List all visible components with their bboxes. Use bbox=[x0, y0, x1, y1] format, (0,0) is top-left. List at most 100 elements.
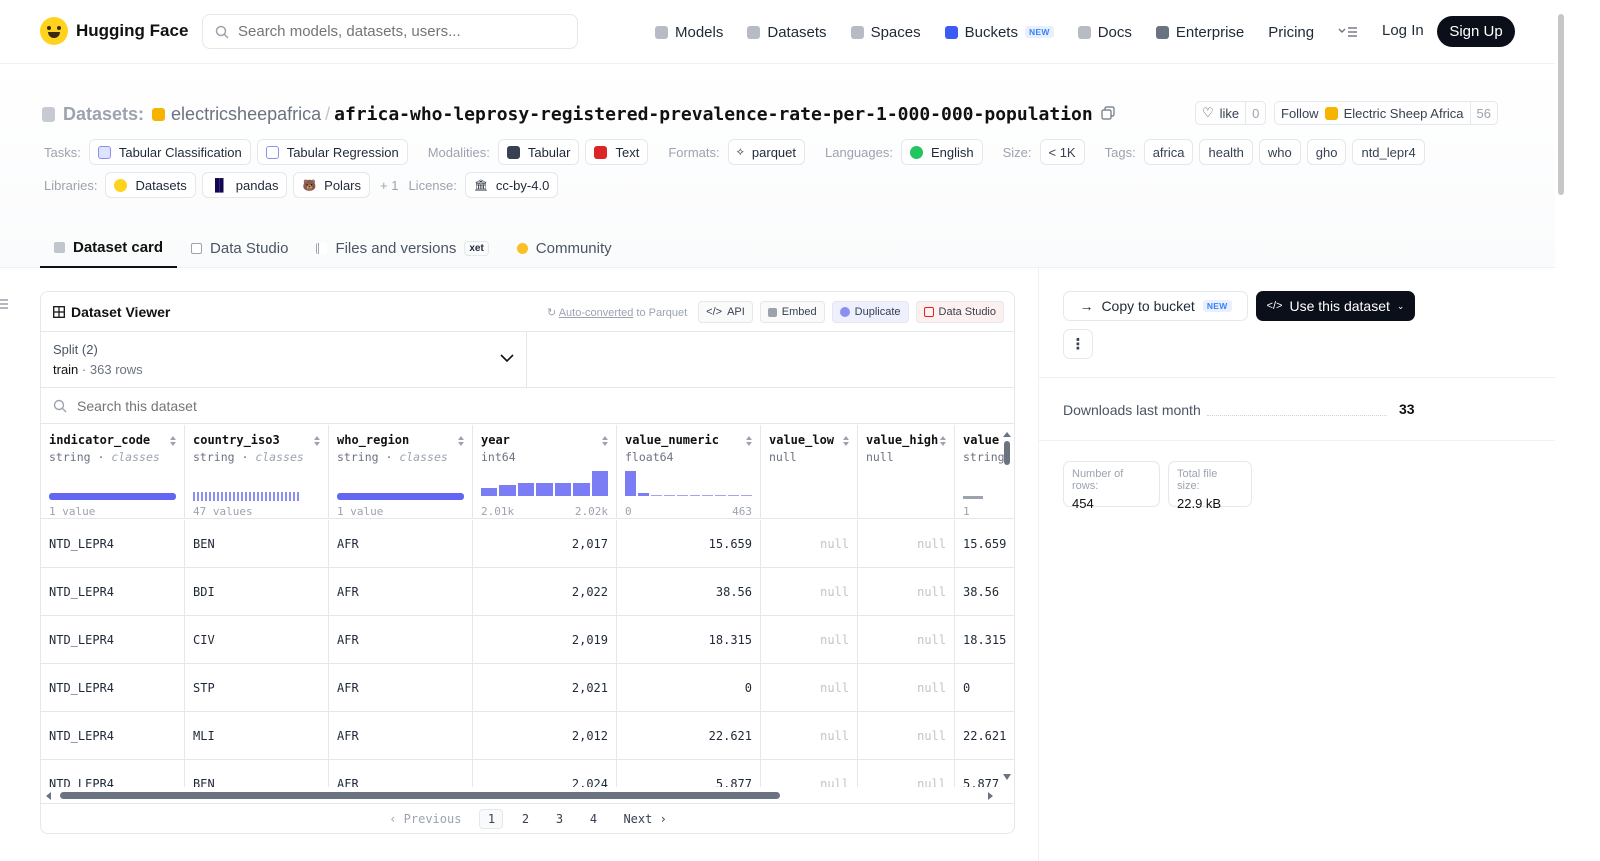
table-cell[interactable]: NTD_LEPR4 bbox=[41, 664, 185, 712]
follow-button[interactable]: Follow Electric Sheep Africa 56 bbox=[1274, 101, 1498, 125]
table-cell[interactable]: 2,019 bbox=[473, 616, 617, 664]
table-cell[interactable]: NTD_LEPR4 bbox=[41, 712, 185, 760]
table-cell[interactable]: 0 bbox=[617, 664, 761, 712]
nav-docs[interactable]: Docs bbox=[1077, 24, 1132, 41]
nav-pricing[interactable]: Pricing bbox=[1268, 24, 1314, 41]
libraries-more[interactable]: + 1 bbox=[380, 177, 399, 193]
dataset-search-input[interactable] bbox=[77, 397, 477, 414]
library-chip-datasets[interactable]: Datasets bbox=[105, 172, 196, 198]
sort-icon[interactable] bbox=[842, 435, 850, 447]
table-cell[interactable]: null bbox=[761, 520, 858, 568]
histogram-bar[interactable] bbox=[625, 471, 636, 496]
license-chip[interactable]: 🏛 cc-by-4.0 bbox=[464, 172, 559, 198]
histogram-bar[interactable] bbox=[728, 495, 740, 496]
histogram-bar[interactable] bbox=[499, 484, 516, 496]
sort-icon[interactable] bbox=[939, 435, 947, 447]
previous-page-button[interactable]: ‹ Previous bbox=[389, 811, 462, 826]
size-chip[interactable]: < 1K bbox=[1039, 139, 1085, 165]
histogram-bar[interactable] bbox=[481, 488, 498, 496]
table-cell[interactable]: 2,024 bbox=[473, 760, 617, 787]
column-header[interactable]: value_high null bbox=[858, 425, 955, 519]
histogram-bar[interactable] bbox=[573, 483, 590, 496]
table-row[interactable]: NTD_LEPR4 BEN AFR 2,017 15.659 null null 15.659 bbox=[41, 520, 1014, 568]
histogram-bar[interactable] bbox=[676, 495, 688, 496]
signup-button[interactable]: Sign Up bbox=[1437, 16, 1515, 47]
repo-owner-link[interactable]: electricsheepafrica bbox=[171, 103, 322, 124]
table-cell[interactable]: STP bbox=[185, 664, 329, 712]
data-studio-button[interactable]: Data Studio bbox=[915, 301, 1004, 323]
login-link[interactable]: Log In bbox=[1382, 22, 1424, 39]
embed-button[interactable]: Embed bbox=[759, 301, 825, 323]
page-2-button[interactable]: 2 bbox=[521, 811, 530, 826]
table-cell[interactable]: null bbox=[858, 712, 955, 760]
table-cell[interactable]: AFR bbox=[329, 760, 473, 787]
histogram-bar[interactable] bbox=[591, 471, 608, 496]
sort-icon[interactable] bbox=[457, 435, 465, 447]
next-page-button[interactable]: Next › bbox=[623, 811, 667, 826]
histogram-bar[interactable] bbox=[536, 483, 553, 496]
table-cell[interactable]: NTD_LEPR4 bbox=[41, 520, 185, 568]
histogram-bar[interactable] bbox=[663, 495, 675, 496]
table-cell[interactable]: 38.56 bbox=[955, 568, 1014, 616]
nav-buckets[interactable]: Buckets NEW bbox=[944, 24, 1054, 41]
split-selector[interactable]: Split (2) train · 363 rows bbox=[41, 332, 527, 387]
auto-converted-link[interactable]: Auto-converted bbox=[558, 306, 634, 319]
page-scrollbar-thumb[interactable] bbox=[1558, 14, 1564, 195]
table-cell[interactable]: 22.621 bbox=[955, 712, 1014, 760]
table-cell[interactable]: null bbox=[761, 616, 858, 664]
horizontal-scrollbar[interactable] bbox=[45, 788, 1000, 800]
table-cell[interactable]: BEN bbox=[185, 760, 329, 787]
sidebar-toggle-icon[interactable] bbox=[0, 297, 8, 313]
copy-icon[interactable] bbox=[1101, 105, 1115, 123]
table-cell[interactable]: 38.56 bbox=[617, 568, 761, 616]
brand-link[interactable]: Hugging Face bbox=[40, 17, 188, 45]
table-cell[interactable]: 2,021 bbox=[473, 664, 617, 712]
api-button[interactable]: </> API bbox=[698, 301, 753, 323]
column-header[interactable]: who_region string · classes 1 value bbox=[329, 425, 473, 519]
table-cell[interactable]: AFR bbox=[329, 664, 473, 712]
table-cell[interactable]: 18.315 bbox=[955, 616, 1014, 664]
table-cell[interactable]: AFR bbox=[329, 616, 473, 664]
language-chip-english[interactable]: English bbox=[900, 139, 983, 165]
task-chip-tabular-regression[interactable]: Tabular Regression bbox=[256, 139, 408, 165]
table-cell[interactable]: null bbox=[761, 712, 858, 760]
tab-community[interactable]: Community bbox=[503, 228, 626, 268]
table-cell[interactable]: 15.659 bbox=[955, 520, 1014, 568]
table-cell[interactable]: 15.659 bbox=[617, 520, 761, 568]
histogram-bar[interactable] bbox=[702, 495, 714, 496]
global-search-input[interactable] bbox=[238, 23, 558, 40]
sort-icon[interactable] bbox=[601, 435, 609, 447]
page-3-button[interactable]: 3 bbox=[555, 811, 564, 826]
histogram-bar[interactable] bbox=[715, 495, 727, 496]
more-menu-icon[interactable] bbox=[1338, 26, 1358, 38]
histogram-bar[interactable] bbox=[741, 495, 753, 496]
histogram-bar[interactable] bbox=[689, 495, 701, 496]
table-cell[interactable]: BDI bbox=[185, 568, 329, 616]
tab-dataset-card[interactable]: Dataset card bbox=[40, 228, 178, 268]
column-header[interactable]: value_low null bbox=[761, 425, 858, 519]
table-cell[interactable]: NTD_LEPR4 bbox=[41, 616, 185, 664]
nav-enterprise[interactable]: Enterprise bbox=[1155, 24, 1244, 41]
table-cell[interactable]: null bbox=[858, 664, 955, 712]
table-cell[interactable]: null bbox=[761, 664, 858, 712]
sort-icon[interactable] bbox=[745, 435, 753, 447]
table-cell[interactable]: 22.621 bbox=[617, 712, 761, 760]
table-cell[interactable]: BEN bbox=[185, 520, 329, 568]
table-cell[interactable]: null bbox=[761, 568, 858, 616]
format-chip-parquet[interactable]: ⟡ parquet bbox=[727, 139, 805, 165]
dataset-search[interactable] bbox=[41, 388, 1014, 424]
tag-chip[interactable]: africa bbox=[1143, 139, 1194, 165]
table-cell[interactable]: 5.877 bbox=[617, 760, 761, 787]
tag-chip[interactable]: who bbox=[1258, 139, 1301, 165]
table-cell[interactable]: 5.877 bbox=[955, 760, 1014, 787]
table-cell[interactable]: null bbox=[858, 568, 955, 616]
table-cell[interactable]: AFR bbox=[329, 568, 473, 616]
tab-data-studio[interactable]: Data Studio bbox=[177, 228, 302, 268]
column-header[interactable]: year int64 2.01k 2.02k bbox=[473, 425, 617, 519]
modality-chip-tabular[interactable]: Tabular bbox=[497, 139, 580, 165]
library-chip-polars[interactable]: 🐻 Polars bbox=[293, 172, 371, 198]
copy-to-bucket-button[interactable]: → Copy to bucket NEW bbox=[1063, 291, 1248, 321]
table-cell[interactable]: null bbox=[858, 760, 955, 787]
table-cell[interactable]: NTD_LEPR4 bbox=[41, 568, 185, 616]
table-cell[interactable]: 2,022 bbox=[473, 568, 617, 616]
